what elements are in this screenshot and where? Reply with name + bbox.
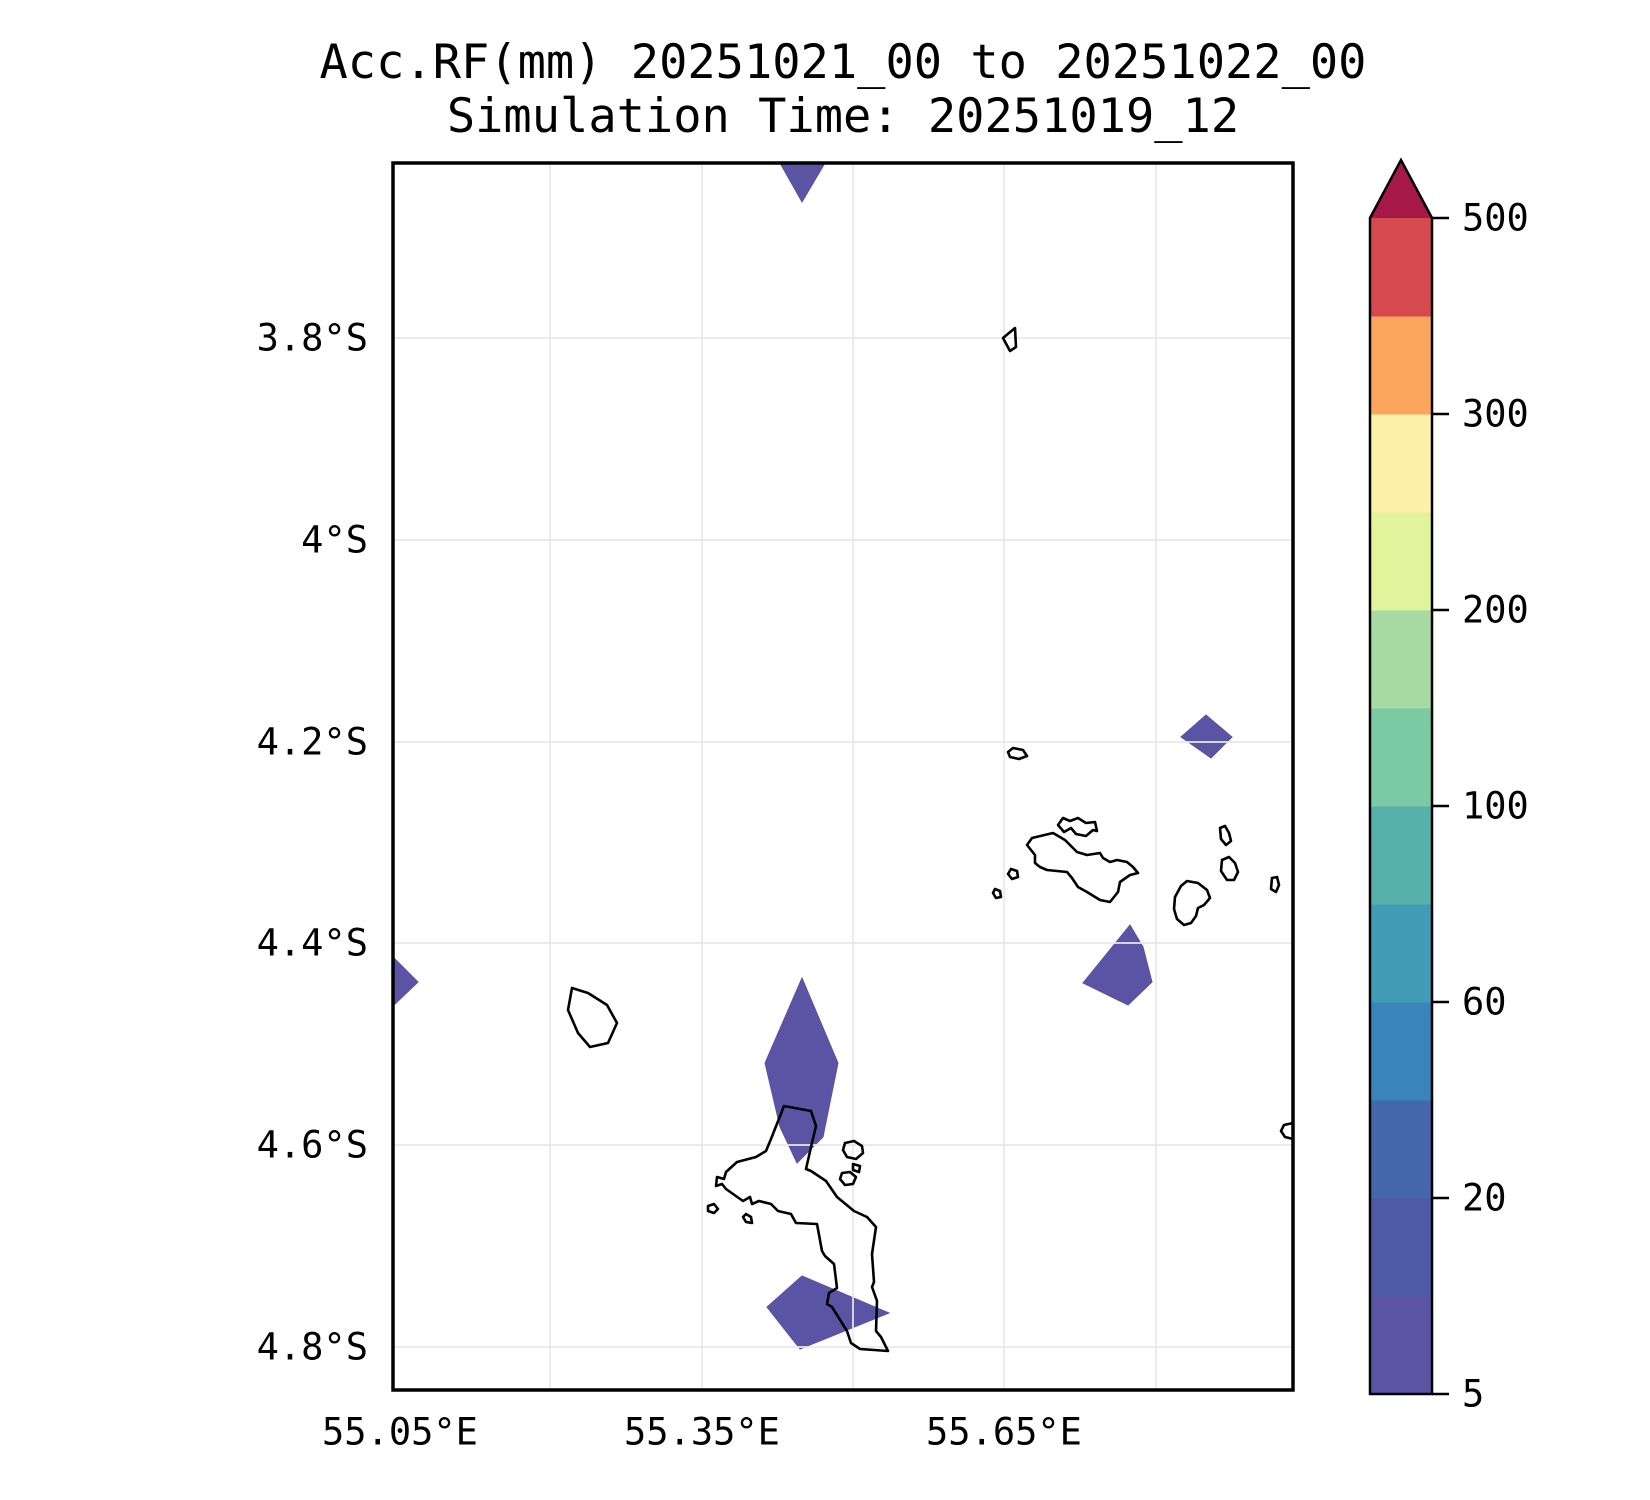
colorbar-tick-label: 300 (1462, 393, 1529, 436)
latitude-label: 4°S (301, 519, 368, 562)
rain-patch-mahe-north (764, 976, 839, 1164)
coast-east-islet (1269, 875, 1281, 894)
longitude-label: 55.65°E (926, 1411, 1082, 1454)
coast-denis (1001, 326, 1018, 353)
latitude-label: 4.8°S (257, 1326, 368, 1369)
coast-cerf (838, 1170, 858, 1187)
coast-cousine (991, 887, 1003, 900)
plot-subtitle: Simulation Time: 20251019_12 (447, 89, 1239, 144)
colorbar-segment (1370, 904, 1432, 1003)
colorbar-tick-label: 20 (1462, 1177, 1507, 1220)
rain-patch-mahe-south (766, 1275, 891, 1350)
rain-patch-ladigue-northeast (1180, 714, 1233, 759)
rain-patch-west-edge (392, 955, 419, 1008)
colorbar-segment (1370, 316, 1432, 415)
colorbar-segment (1370, 1198, 1432, 1297)
colorbar-outline (1368, 157, 1434, 1396)
colorbar-segment (1370, 218, 1432, 317)
colorbar-segment (1370, 806, 1432, 905)
plot-border (391, 161, 1295, 1392)
latitude-label: 4.6°S (257, 1124, 368, 1167)
colorbar-segment (1370, 512, 1432, 611)
colorbar-over-arrow (1370, 160, 1432, 218)
colorbar-tick-label: 500 (1462, 197, 1529, 240)
colorbar-segment (1370, 414, 1432, 513)
longitude-label: 55.35°E (624, 1411, 780, 1454)
coast-curieuse (1056, 816, 1099, 838)
coast-marianne (1218, 824, 1233, 847)
coast-silhouette (566, 986, 619, 1049)
plot-title: Acc.RF(mm) 20251021_00 to 20251022_00 (320, 35, 1367, 90)
colorbar-segment (1370, 1002, 1432, 1101)
latitude-label: 4.4°S (257, 922, 368, 965)
coast-therese (706, 1202, 720, 1215)
colorbar-tick-label: 5 (1462, 1373, 1484, 1416)
latitude-tick-labels: 3.8°S 4°S 4.2°S 4.4°S 4.6°S 4.8°S (257, 317, 368, 1369)
coast-moyenne (851, 1162, 862, 1174)
coast-felicite (1219, 855, 1240, 882)
coast-praslin (1025, 831, 1140, 904)
colorbar-tick-label: 100 (1462, 785, 1529, 828)
longitude-label: 55.05°E (322, 1411, 478, 1454)
coastline-layer (566, 326, 1294, 1353)
grid-lines-layer (393, 163, 1293, 1390)
coast-ladigue (1172, 879, 1212, 927)
coast-mahe (714, 1104, 890, 1353)
colorbar-segment (1370, 708, 1432, 807)
colorbar-segment (1370, 1100, 1432, 1199)
coast-aride (1006, 746, 1029, 761)
coast-conception (741, 1212, 754, 1225)
colorbar-tick-label: 200 (1462, 589, 1529, 632)
coast-cousin (1006, 867, 1020, 881)
longitude-tick-labels: 55.05°E 55.35°E 55.65°E (322, 1411, 1082, 1454)
colorbar-segment (1370, 1296, 1432, 1395)
coast-fregate (1279, 1121, 1294, 1141)
latitude-label: 4.2°S (257, 721, 368, 764)
colorbar: 5 20 60 100 200 300 500 (1368, 157, 1529, 1416)
coast-steanne (841, 1139, 865, 1161)
rain-patch-layer (392, 162, 1233, 1350)
latitude-label: 3.8°S (257, 317, 368, 360)
rain-patch-north-edge (779, 162, 826, 204)
colorbar-segment (1370, 610, 1432, 709)
rain-patch-ladigue-south (1082, 924, 1153, 1006)
colorbar-tick-label: 60 (1462, 981, 1507, 1024)
